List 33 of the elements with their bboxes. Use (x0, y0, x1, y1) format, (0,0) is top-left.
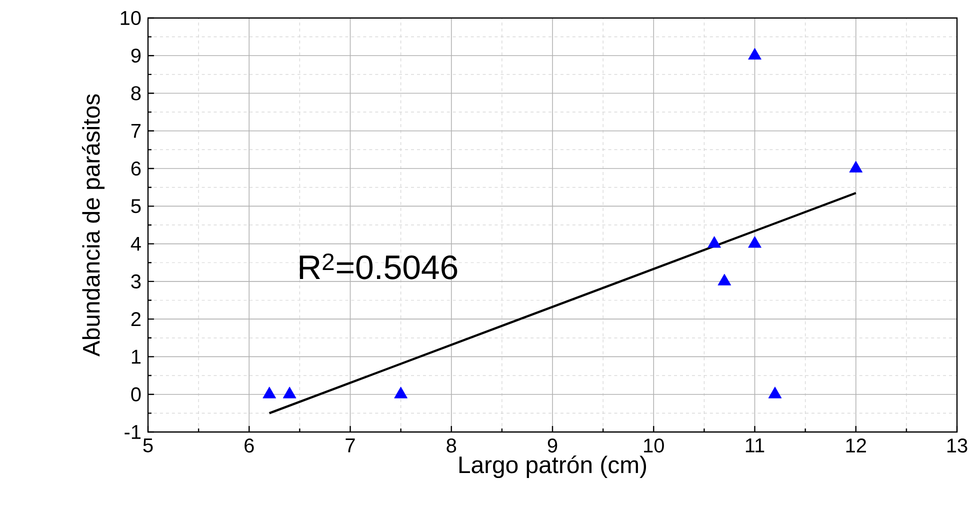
y-tick-label: 9 (131, 48, 141, 63)
y-tick-label: 6 (131, 161, 141, 176)
point (718, 274, 732, 286)
x-tick-label: 13 (947, 438, 968, 453)
point (849, 160, 863, 172)
x-tick-label: 10 (644, 438, 664, 453)
x-tick-label: 7 (346, 438, 355, 452)
y-tick-label: 0 (131, 387, 141, 402)
x-tick-label: 11 (746, 438, 764, 452)
y-tick-label: 7 (131, 124, 140, 138)
x-tick-label: 12 (846, 438, 866, 452)
y-tick-label: 2 (131, 312, 140, 326)
x-axis-title: Largo patrón (cm) (459, 455, 646, 478)
point (748, 236, 762, 248)
y-tick-label: 8 (131, 86, 141, 100)
point (748, 48, 762, 60)
y-tick-label: 5 (131, 199, 141, 214)
y-tick-label: -1 (124, 425, 141, 439)
x-tick-label: 9 (548, 438, 558, 453)
point (394, 386, 408, 398)
point (768, 386, 782, 398)
point (282, 386, 296, 398)
y-tick-label: 10 (120, 10, 141, 26)
point (708, 236, 721, 248)
y-tick-label: 3 (131, 274, 141, 288)
x-tick-label: 8 (446, 438, 456, 453)
annotation: R$^{2}$=0.5046 (300, 253, 458, 280)
y-axis-title: Abundancia de parásitos (82, 94, 105, 357)
y-tick-label: 4 (130, 236, 141, 251)
x-tick-label: 5 (143, 438, 153, 452)
point (262, 386, 276, 398)
x-tick-label: 6 (244, 438, 254, 453)
y-tick-label: 1 (132, 350, 141, 364)
